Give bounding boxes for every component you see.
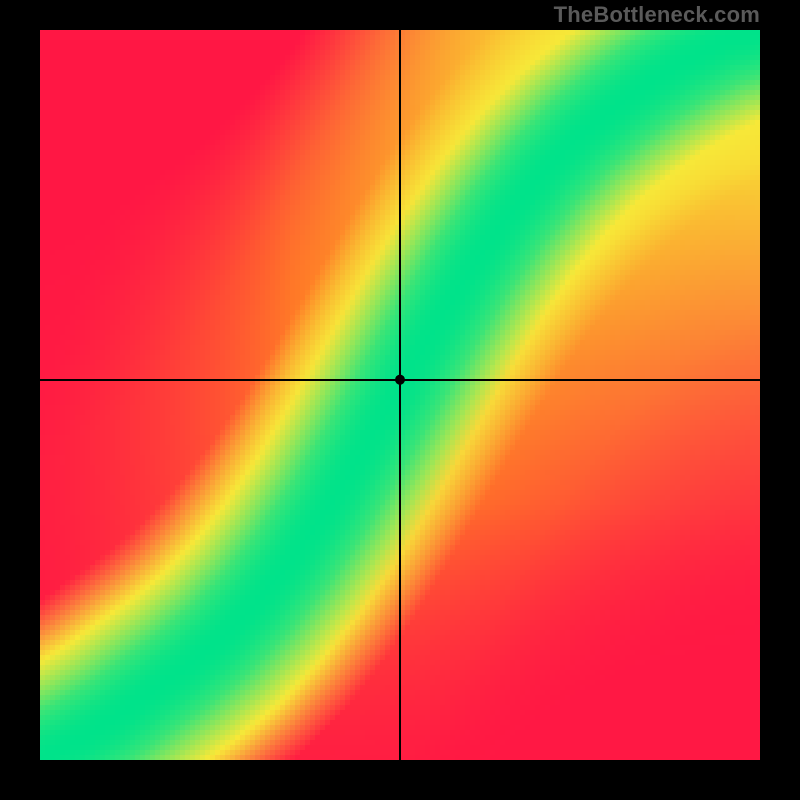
attribution-label: TheBottleneck.com (554, 2, 760, 28)
plot-area (40, 30, 760, 760)
chart-frame: TheBottleneck.com (0, 0, 800, 800)
bottleneck-heatmap (40, 30, 760, 760)
